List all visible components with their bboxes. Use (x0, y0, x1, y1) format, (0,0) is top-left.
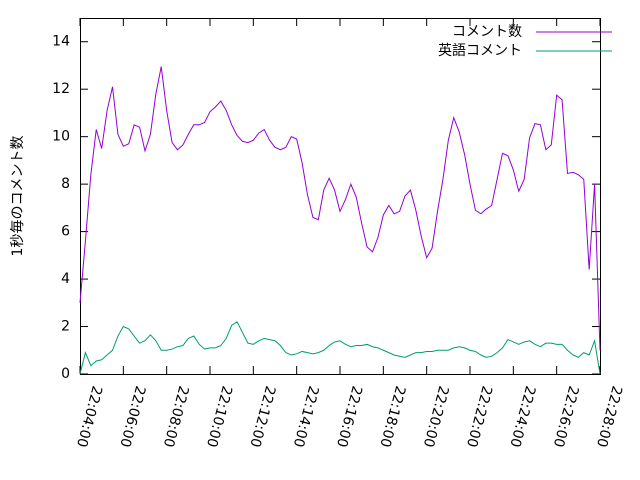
y-tick-label: 12 (52, 81, 70, 97)
x-tick-label: 22:12:00 (246, 384, 278, 449)
series-line (79, 66, 601, 351)
y-axis-label: 1秒毎のコメント数 (10, 136, 26, 257)
x-tick-label: 22:04:00 (73, 384, 105, 449)
y-tick-label: 10 (52, 129, 70, 145)
x-tick-label: 22:18:00 (376, 384, 408, 449)
y-tick-label: 8 (61, 176, 70, 192)
x-tick-label: 22:14:00 (290, 384, 322, 449)
x-tick-label: 22:20:00 (420, 384, 452, 449)
x-tick-label: 22:10:00 (203, 384, 235, 449)
series-line (79, 321, 601, 375)
y-tick-label: 4 (61, 271, 70, 287)
legend-label: コメント数 (452, 24, 522, 40)
y-tick-label: 0 (61, 366, 70, 382)
x-tick-label: 22:28:00 (593, 384, 625, 449)
plot-frame (80, 18, 601, 375)
y-tick-label: 14 (52, 34, 70, 50)
legend-label: 英語コメント (438, 42, 522, 59)
y-tick-label: 2 (61, 319, 70, 335)
x-tick-label: 22:08:00 (160, 384, 192, 449)
y-tick-label: 6 (61, 224, 70, 240)
x-tick-label: 22:24:00 (506, 384, 538, 449)
x-tick-label: 22:16:00 (333, 384, 365, 449)
x-tick-label: 22:26:00 (550, 384, 582, 449)
x-tick-label: 22:22:00 (463, 384, 495, 449)
x-tick-label: 22:06:00 (116, 384, 148, 449)
